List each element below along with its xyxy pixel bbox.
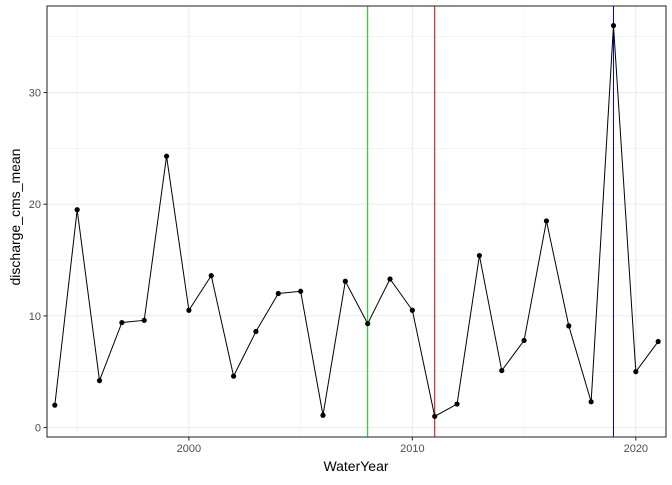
data-point-2020 [633,369,639,375]
axis-ticks [43,91,637,441]
data-point-2013 [476,252,483,259]
x-axis-title: WaterYear [323,458,388,474]
series-group [52,22,661,419]
data-point-1994 [52,402,58,408]
data-point-2002 [230,373,237,379]
data-point-2019 [610,22,617,29]
data-point-2010 [409,307,415,313]
data-point-2000 [186,307,192,313]
data-point-2014 [499,367,505,374]
data-point-2004 [275,290,281,297]
data-point-1996 [96,378,103,384]
major-gridlines [47,6,666,437]
data-point-2021 [655,338,661,345]
data-point-2006 [320,412,326,418]
data-point-2008 [365,321,371,327]
y-tick-label: 20 [29,199,41,211]
data-point-2017 [566,323,572,329]
data-point-2001 [208,273,214,279]
x-tick-label: 2000 [177,443,201,455]
data-point-2005 [298,288,304,294]
data-point-1995 [74,207,80,213]
data-point-1999 [163,153,170,159]
y-tick-label: 10 [29,311,41,323]
x-tick-label: 2010 [400,443,424,455]
y-axis-title: discharge_cms_mean [7,149,23,286]
y-tick-label: 0 [35,423,41,435]
data-point-2007 [342,278,348,284]
data-point-1997 [119,319,125,326]
data-point-2016 [543,218,550,224]
y-tick-labels: 0 10 20 30 [29,88,41,435]
panel-border [46,5,667,438]
data-point-2018 [588,399,594,405]
series-line [54,25,659,418]
data-point-2011 [432,413,438,419]
reference-lines [367,6,614,437]
data-point-2009 [387,276,393,282]
minor-gridlines [47,6,666,437]
data-point-2003 [253,328,259,335]
y-tick-label: 30 [29,88,41,100]
data-point-2015 [521,337,527,344]
data-point-2012 [454,401,460,407]
data-point-1998 [141,317,147,323]
x-tick-label: 2020 [624,443,648,455]
x-tick-labels: 2000 2010 2020 [177,443,648,455]
